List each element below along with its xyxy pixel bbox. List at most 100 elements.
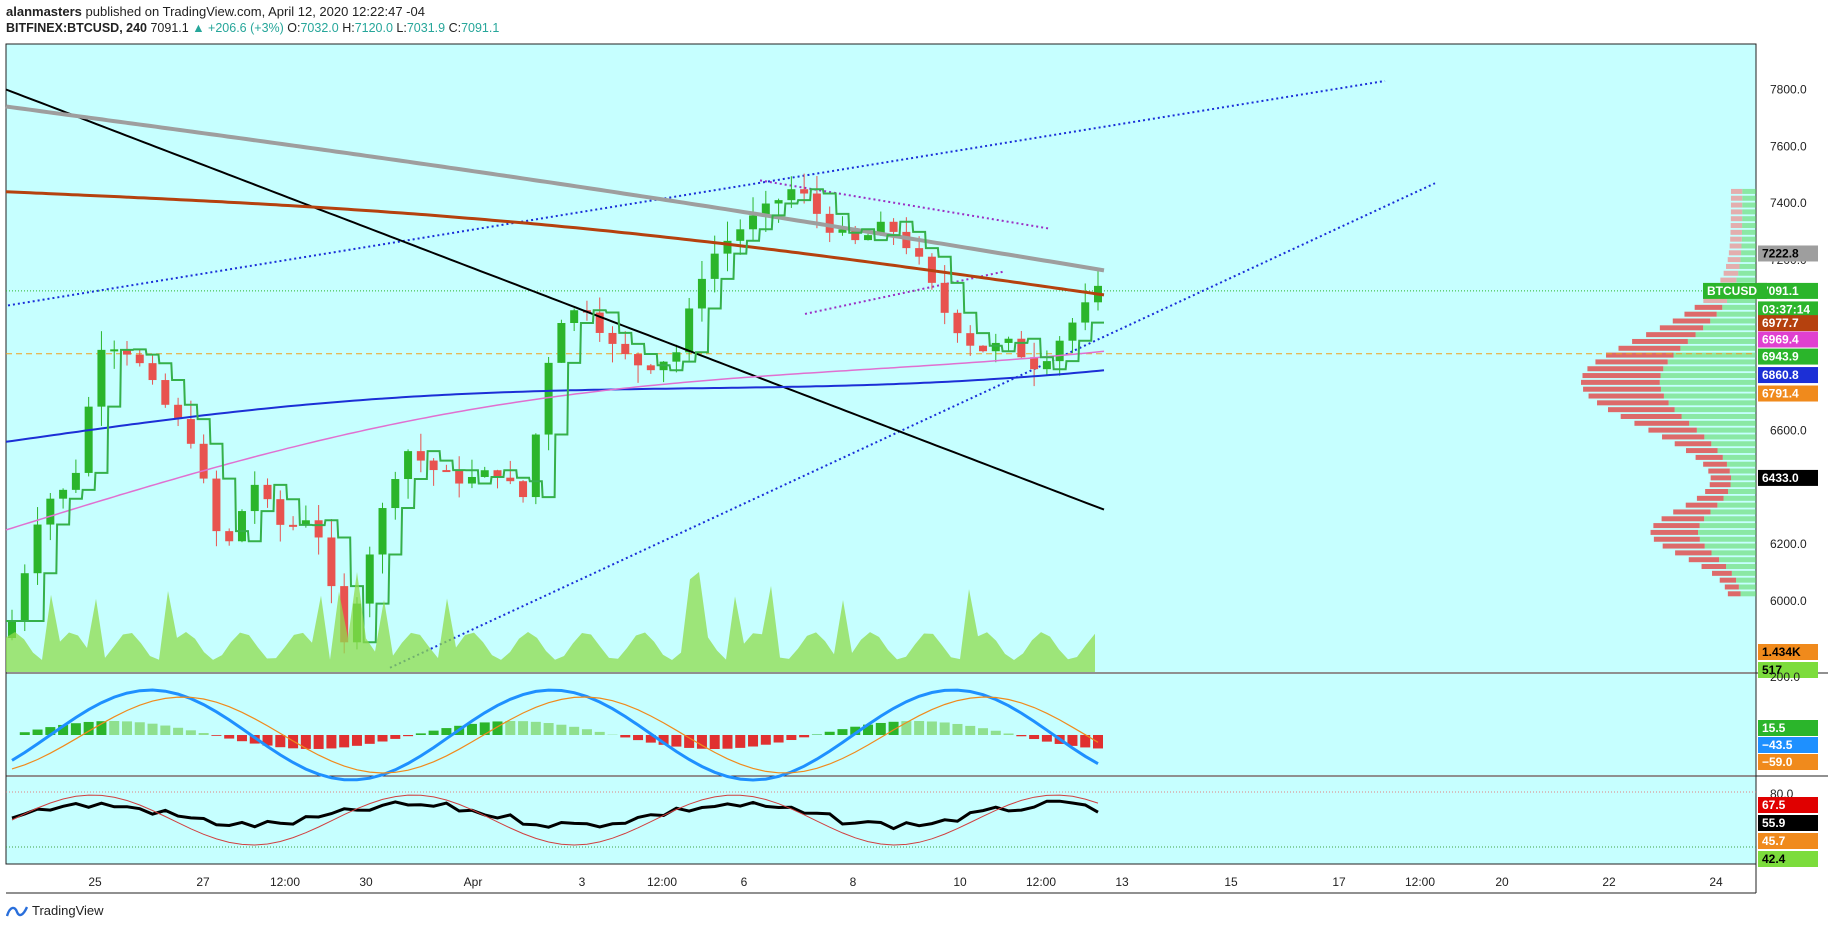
volume-profile-down — [1730, 209, 1743, 215]
rsi-line — [11, 799, 1099, 831]
macd-histogram-bar — [696, 735, 707, 749]
candle — [1017, 338, 1026, 358]
candle — [646, 365, 655, 371]
macd-histogram-bar — [722, 735, 733, 749]
volume-profile-down — [1632, 338, 1688, 344]
macd-histogram-bar — [1003, 733, 1014, 735]
volume-area — [6, 572, 1095, 672]
candle — [557, 322, 566, 363]
macd-histogram-bar — [581, 729, 592, 735]
tradingview-brand[interactable]: TradingView — [6, 903, 104, 918]
macd-histogram-bar — [786, 735, 797, 741]
price-axis-label: 6200.0 — [1770, 537, 1807, 551]
candle — [442, 470, 451, 473]
candle — [8, 620, 16, 639]
macd-histogram-bar — [850, 726, 861, 735]
volume-profile-up — [1740, 591, 1756, 597]
sma-gray — [5, 104, 1105, 273]
volume-profile-up — [1698, 529, 1756, 535]
candle — [825, 213, 834, 233]
candle — [953, 312, 962, 334]
macd-histogram-bar — [799, 735, 810, 738]
volume-profile-down — [1588, 393, 1664, 399]
macd-histogram-bar — [990, 730, 1001, 735]
ema-brown — [5, 190, 1105, 297]
volume-profile-down — [1646, 332, 1696, 338]
candle — [212, 478, 221, 532]
macd-histogram-bar — [1041, 735, 1052, 742]
macd-histogram-bar — [390, 735, 401, 739]
time-axis-label: Apr — [464, 875, 483, 889]
candle — [480, 470, 489, 477]
volume-profile-down — [1705, 488, 1729, 494]
volume-profile-down — [1727, 591, 1741, 597]
volume-profile-down — [1728, 250, 1742, 256]
price-axis-label: 7400.0 — [1770, 196, 1807, 210]
macd-histogram-bar — [32, 729, 43, 735]
macd-label-text: −43.5 — [1762, 738, 1793, 752]
symbol-label[interactable]: BITFINEX:BTCUSD, 240 — [6, 21, 147, 35]
volume-profile-up — [1742, 216, 1756, 222]
author: alanmasters — [6, 4, 82, 19]
volume-profile-up — [1663, 366, 1756, 372]
macd-histogram-bar — [109, 721, 120, 735]
candle — [1055, 340, 1064, 362]
candle — [289, 524, 298, 527]
candle — [570, 310, 579, 323]
macd-histogram-bar — [748, 735, 759, 747]
price-label: 6433.0 — [1758, 469, 1818, 486]
volume-profile-up — [1681, 413, 1756, 419]
time-axis-label: 13 — [1115, 875, 1129, 889]
price-label: 6969.4 — [1758, 331, 1818, 348]
volume-profile-up — [1663, 393, 1756, 399]
candle — [199, 443, 208, 479]
macd-label-bg — [1758, 737, 1818, 753]
volume-profile-up — [1742, 202, 1756, 208]
macd-histogram-bar — [160, 725, 171, 735]
candle — [621, 343, 630, 355]
price-label-bg — [1758, 301, 1818, 318]
volume-profile-up — [1727, 298, 1756, 304]
macd-histogram-bar — [735, 735, 746, 748]
macd-histogram-bar — [633, 735, 644, 741]
volume-profile-down — [1595, 359, 1668, 365]
candle — [812, 193, 821, 214]
volume-profile-down — [1710, 475, 1732, 481]
time-axis-label: 22 — [1602, 875, 1616, 889]
supertrend-step — [6, 188, 1104, 644]
macd-histogram-bar — [1067, 735, 1078, 746]
volume-profile-down — [1581, 379, 1660, 385]
volume-label: 1.434K — [1758, 644, 1818, 660]
volume-profile-up — [1726, 564, 1756, 570]
candle — [391, 479, 400, 509]
price-label-text: 6977.7 — [1762, 316, 1799, 330]
time-axis-label: 12:00 — [647, 875, 677, 889]
time-axis-label: 3 — [579, 875, 586, 889]
macd-histogram-bar — [1080, 735, 1091, 748]
macd-axis-label: 200.0 — [1770, 670, 1800, 684]
volume-profile-down — [1724, 584, 1739, 590]
volume-profile-up — [1723, 495, 1756, 501]
volume-profile-up — [1736, 577, 1756, 583]
volume-profile-down — [1708, 468, 1730, 474]
volume-profile-up — [1689, 420, 1756, 426]
volume-profile-down — [1730, 223, 1743, 229]
volume-profile-up — [1710, 318, 1756, 324]
price-label: 03:37:14 — [1758, 301, 1818, 318]
volume-profile-down — [1607, 407, 1675, 413]
oscillator-label-text: 55.9 — [1762, 816, 1786, 830]
candle — [685, 308, 694, 353]
volume-profile-up — [1716, 311, 1756, 317]
candle — [544, 362, 553, 435]
price-label-text: 6943.9 — [1762, 350, 1799, 364]
macd-histogram-bar — [479, 722, 490, 735]
price-label-bg — [1758, 385, 1818, 402]
volume-profile-down — [1653, 523, 1700, 529]
change-value: ▲ +206.6 (+3%) — [192, 21, 284, 35]
volume-profile-down — [1673, 509, 1711, 515]
volume-profile-down — [1723, 270, 1739, 276]
macd-label-text: 15.5 — [1762, 721, 1786, 735]
time-axis-label: 30 — [359, 875, 373, 889]
volume-profile-up — [1699, 536, 1756, 542]
